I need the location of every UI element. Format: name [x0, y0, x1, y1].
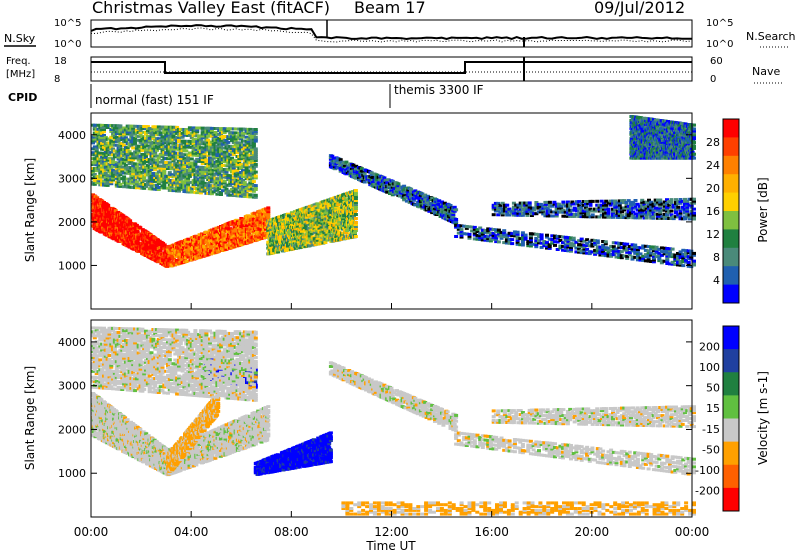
nsky-trace	[91, 20, 692, 47]
heatmap-cell	[344, 161, 348, 164]
heatmap-cell	[106, 204, 110, 207]
heatmap-cell	[140, 149, 144, 152]
freq-label-1: Freq.	[6, 56, 31, 67]
heatmap-cell	[252, 180, 256, 183]
nsky-tick-lo: 10^0	[54, 39, 81, 50]
heatmap-cell	[223, 180, 227, 183]
heatmap-cell	[234, 131, 238, 134]
date-title: 09/Jul/2012	[594, 0, 685, 17]
heatmap-cell	[182, 140, 186, 143]
heatmap-cell	[201, 127, 205, 130]
rti-plot: Christmas Valley East (fitACF) Beam 17 0…	[0, 0, 800, 554]
heatmap-cell	[133, 125, 137, 128]
heatmap-cell	[228, 194, 232, 197]
heatmap-cell	[221, 147, 225, 150]
heatmap-cell	[126, 166, 130, 169]
nave-tick-hi: 60	[710, 56, 723, 67]
freq-label-2: [MHz]	[6, 69, 35, 80]
heatmap-cell	[157, 186, 161, 189]
heatmap-cell	[243, 181, 247, 184]
heatmap-cell	[254, 175, 258, 178]
nave-tick-lo: 0	[710, 74, 716, 85]
heatmap-cell	[184, 149, 188, 152]
nsearch-label: N.Search	[746, 30, 796, 43]
nsearch-tick-hi: 10^5	[706, 18, 733, 29]
freq-tick-hi: 18	[54, 56, 67, 67]
heatmap-cell	[118, 183, 122, 186]
cpid-1: normal (fast) 151 IF	[95, 93, 214, 107]
heatmap-cell	[254, 163, 258, 166]
heatmap-cell	[254, 171, 258, 174]
heatmap-cell	[118, 124, 122, 127]
nsearch-tick-lo: 10^0	[706, 39, 733, 50]
nsearch-line	[91, 28, 692, 42]
heatmap-cell	[120, 166, 124, 169]
freq-tick-lo: 8	[54, 74, 60, 85]
heatmap-cell	[245, 224, 249, 227]
heatmap-cell	[98, 152, 102, 155]
heatmap-cell	[226, 141, 230, 144]
heatmap-cell	[140, 153, 144, 156]
heatmap-cell	[363, 172, 367, 175]
nsky-label: N.Sky	[4, 32, 36, 45]
heatmap-cell	[223, 135, 227, 138]
heatmap-cell	[239, 151, 243, 154]
heatmap-cell	[190, 158, 194, 161]
heatmap-cell	[210, 127, 214, 130]
heatmap-cell	[136, 230, 140, 233]
heatmap-cell	[181, 153, 185, 156]
heatmap-cell	[354, 217, 358, 220]
freq-trace	[91, 62, 692, 73]
heatmap-cell	[254, 136, 258, 139]
beam-title: Beam 17	[354, 0, 426, 17]
heatmap-cell	[234, 159, 238, 162]
heatmap-cell	[214, 165, 218, 168]
heatmap-cell	[266, 206, 270, 209]
heatmap-cell	[159, 165, 163, 168]
power-heatmap	[91, 115, 696, 268]
cpid-label: CPID	[8, 91, 37, 104]
heatmap-cell	[354, 221, 358, 224]
heatmap-cell	[164, 161, 168, 164]
heatmap-cell	[221, 164, 225, 167]
heatmap-cell	[354, 235, 358, 238]
heatmap-cell	[254, 194, 258, 197]
heatmap-cell	[363, 181, 367, 184]
heatmap-cell	[354, 189, 358, 192]
nave-label: Nave	[752, 65, 780, 78]
heatmap-cell	[197, 134, 201, 137]
heatmap-cell	[159, 131, 163, 134]
freq-panel-frame	[91, 57, 692, 81]
cpid-2: themis 3300 IF	[394, 83, 484, 97]
heatmap-cell	[236, 141, 240, 144]
heatmap-cell	[128, 219, 132, 222]
nsky-panel-frame	[91, 20, 692, 47]
heatmap-cell	[131, 147, 135, 150]
nsky-line	[91, 25, 692, 39]
heatmap-cell	[354, 213, 358, 216]
heatmap-cell	[122, 175, 126, 178]
heatmap-cell	[153, 125, 157, 128]
heatmap-cell	[197, 127, 201, 130]
heatmap-cell	[164, 126, 168, 129]
nsky-tick-hi: 10^5	[54, 18, 81, 29]
heatmap-cell	[254, 147, 258, 150]
heatmap-cell	[221, 189, 225, 192]
heatmap-cell	[93, 124, 97, 127]
heatmap-cell	[186, 238, 190, 241]
heatmap-cell	[135, 180, 139, 183]
heatmap-cell	[254, 184, 258, 187]
heatmap-cell	[254, 128, 258, 131]
radar-title: Christmas Valley East (fitACF)	[92, 0, 330, 17]
